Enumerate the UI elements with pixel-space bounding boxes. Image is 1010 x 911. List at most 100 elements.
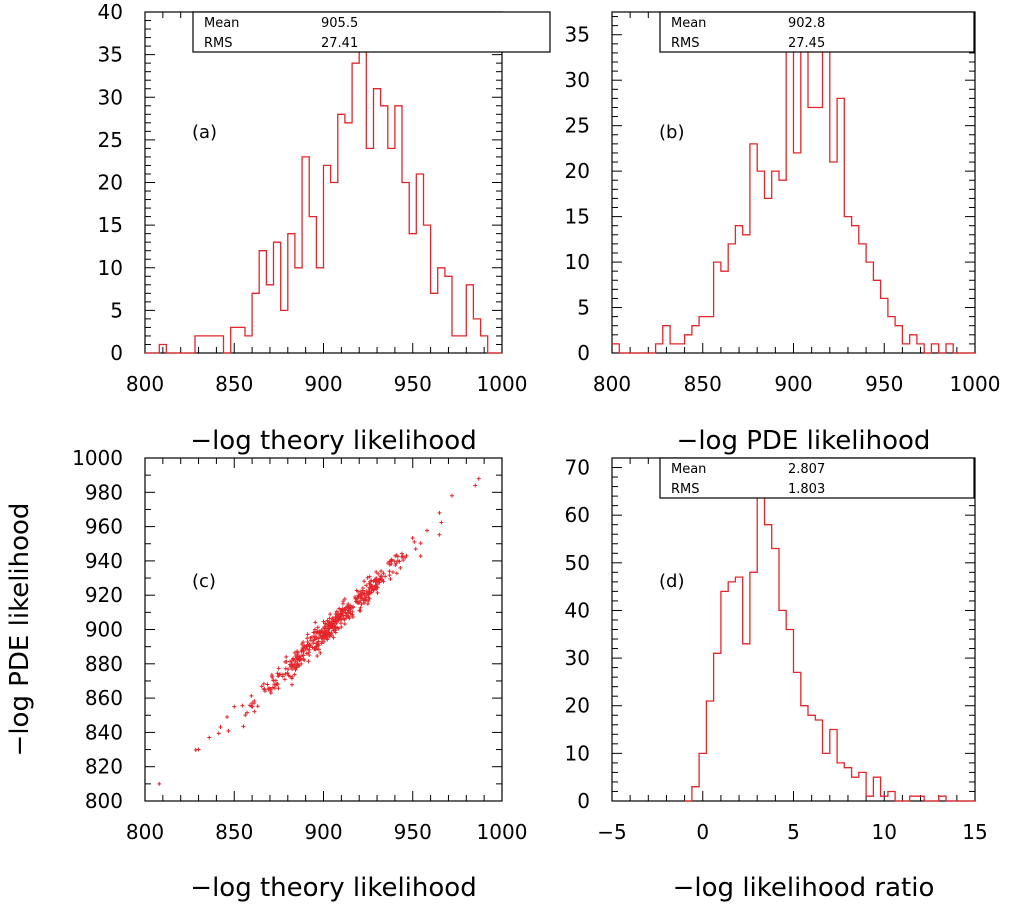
histogram-bin [259,251,266,353]
scatter-point [241,724,246,729]
scatter-point [412,539,417,544]
histogram-bin [452,336,459,353]
scatter-point [346,602,351,607]
stats-box-frame [659,457,975,499]
x-tick-label: 950 [394,820,432,844]
histogram-bin [895,326,902,353]
scatter-point [225,714,230,719]
scatter-point [342,607,347,612]
histogram-bin [728,582,735,801]
scatter-point [437,532,442,537]
scatter-point [323,621,328,626]
y-tick-label: 35 [98,43,123,67]
scatter-point [385,560,390,565]
scatter-point [318,650,323,655]
scatter-point [305,632,310,637]
scatter-point [316,647,321,652]
scatter-point [331,619,336,624]
scatter-point [364,589,369,594]
histogram-bin [728,244,735,353]
histogram-bin [815,107,822,353]
histogram-bin [772,549,779,801]
scatter-point [338,608,343,613]
histogram-bin [837,763,844,801]
panel-b: 800 850 900 950 1000 0 5 10 15 20 25 30 35 −log PDE l… [565,11,1000,456]
y-axis-title: −log PDE likelihood [5,503,35,757]
x-tick-label: 850 [215,372,253,396]
x-tick-label: 800 [593,372,631,396]
scatter-point [270,685,275,690]
scatter-point [255,704,260,709]
x-tick-label: 850 [215,820,253,844]
scatter-point [362,593,367,598]
histogram-bin [786,35,793,353]
histogram-bin [721,271,728,353]
scatter-point [425,528,430,533]
histogram-bin [388,148,395,353]
y-tick-label: 20 [565,159,590,183]
scatter-point [350,609,355,614]
histogram-bin [331,183,338,354]
scatter-point [325,637,330,642]
scatter-point [368,582,373,587]
scatter-point [295,657,300,662]
scatter-point [358,605,363,610]
scatter-point [450,493,455,498]
histogram-bin [772,171,779,353]
histogram-bin [423,225,430,353]
x-tick-label: 950 [394,372,432,396]
scatter-point [259,684,264,689]
y-tick-label: 1000 [72,446,123,470]
histogram-bin [779,610,786,801]
histogram-bin [459,336,466,353]
scatter-point [368,590,373,595]
scatter-point [262,686,267,691]
y-tick-label: 10 [565,741,590,765]
y-tick-label: 0 [110,341,123,365]
scatter-point [307,644,312,649]
scatter-point [291,664,296,669]
histogram-bin [859,244,866,353]
histogram-bin [844,217,851,353]
scatter-point [410,536,415,541]
scatter-point [363,597,368,602]
scatter-point [388,577,393,582]
scatter-point [359,602,364,607]
y-tick-label: 920 [85,583,123,607]
scatter-point [289,662,294,667]
scatter-point [306,650,311,655]
scatter-point [366,595,371,600]
histogram-bin [714,653,721,801]
panel-a: 800 850 900 950 1000 0 5 10 15 20 25 30 35 40 −log the… [98,0,551,456]
histogram-bin [699,317,706,353]
y-tick-label: 0 [577,341,590,365]
scatter-point [285,671,290,676]
scatter-point [342,617,347,622]
scatter-point [354,588,359,593]
stats-box: Mean 905.5 RMS 27.41 [192,11,551,53]
scatter-point [313,627,318,632]
scatter-point [290,667,295,672]
x-tick-label: −5 [597,820,626,844]
histogram-bin [692,787,699,801]
histogram-bin [823,44,830,353]
scatter-point [284,659,289,664]
scatter-point [379,574,384,579]
histogram-bin [917,796,924,801]
scatter-point [305,639,310,644]
histogram-bin [438,268,445,353]
scatter-point [290,682,295,687]
scatter-point [362,601,367,606]
histogram-bin [338,114,345,353]
scatter-point [272,682,277,687]
histogram-bin [823,753,830,801]
histogram-bin [677,344,684,353]
histogram-bin [685,335,692,353]
scatter-point [301,646,306,651]
y-tick-label: 40 [98,0,123,24]
stats-rms-label: RMS [671,36,700,51]
scatter-point [365,592,370,597]
scatter-point [369,585,374,590]
scatter-point [379,569,384,574]
scatter-point [327,634,332,639]
